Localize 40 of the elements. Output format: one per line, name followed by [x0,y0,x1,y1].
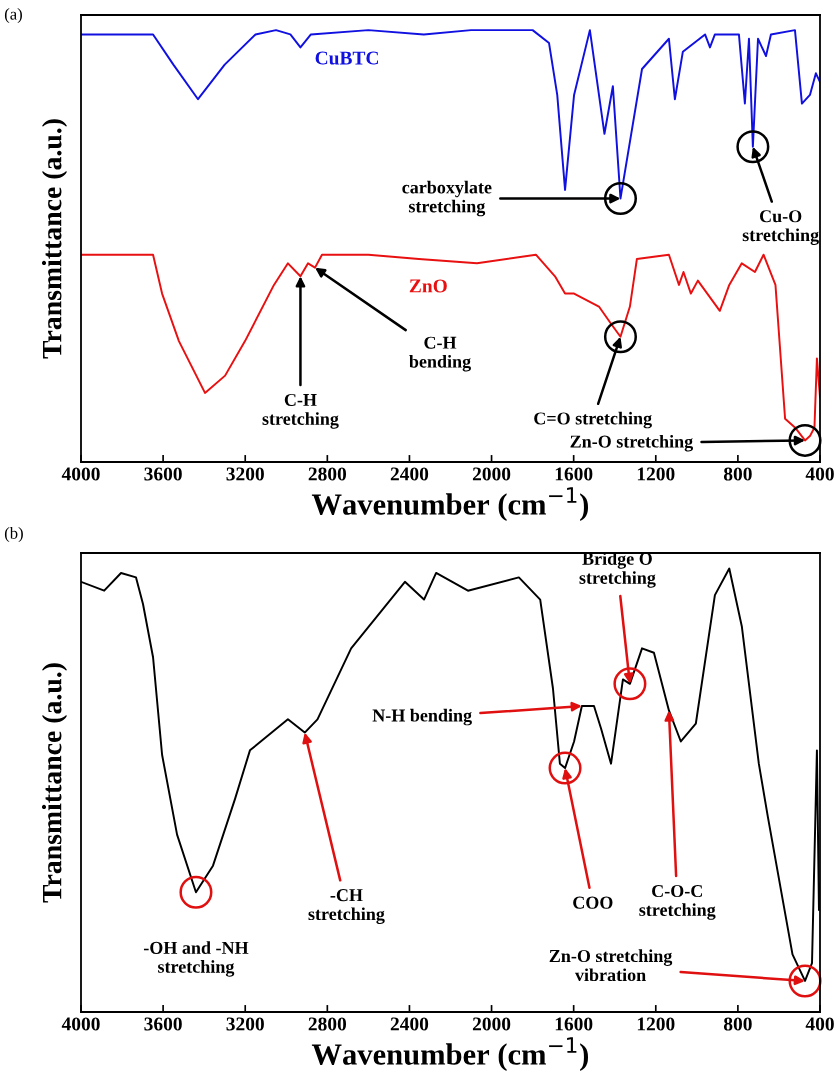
x-tick-label: 1600 [555,1017,593,1031]
x-tick-label: 2400 [390,467,429,481]
series-label: ZnO [409,279,447,293]
y-axis-title: Transmittance (a.u.) [41,663,68,903]
x-tick-label: 2800 [308,1017,347,1031]
annotation: carboxylate stretching [402,180,492,217]
annotation: Cu-O stretching [742,210,819,245]
x-tick-label: 1200 [637,467,675,481]
x-tick-label: 2000 [472,467,511,481]
x-tick-label: 2400 [390,1017,429,1031]
x-tick-label: 800 [723,1017,752,1031]
x-tick-label: 400 [805,467,834,481]
text: (b) [4,527,23,543]
x-tick-label: 3600 [144,467,182,481]
annotation: C-H bending [409,336,471,372]
x-tick-label: 2800 [308,467,347,481]
annotation: Zn-O stretching vibration [549,949,673,982]
annotation: C-O-C stretching [639,884,716,920]
x-tick-label: 3600 [144,1017,182,1031]
x-axis-title: Wavenumber (cm$^{−1}$) [311,1037,589,1072]
annotation: C=O stretching [534,411,652,429]
x-tick-label: 4000 [61,467,100,481]
x-tick-label: 2000 [472,1017,511,1031]
annotation: N-H bending [372,708,472,726]
annotation: Zn-O stretching [570,434,694,452]
y-axis-title: Transmittance (a.u.) [41,119,68,359]
annotation: C-H stretching [262,393,339,429]
annotation: COO [573,896,613,909]
x-axis-title: Wavenumber (cm$^{−1}$) [311,487,589,522]
x-tick-label: 3200 [226,1017,264,1031]
x-tick-label: 400 [805,1017,834,1031]
x-tick-label: 4000 [61,1017,100,1031]
x-tick-label: 1200 [637,1017,675,1031]
text: (a) [4,8,22,24]
x-tick-label: 3200 [226,467,264,481]
x-tick-label: 800 [723,467,752,481]
annotation: -CH stretching [308,889,385,924]
x-tick-label: 1600 [555,467,593,481]
series-label: CuBTC [315,51,378,65]
annotation: -OH and -NH stretching [143,941,249,977]
